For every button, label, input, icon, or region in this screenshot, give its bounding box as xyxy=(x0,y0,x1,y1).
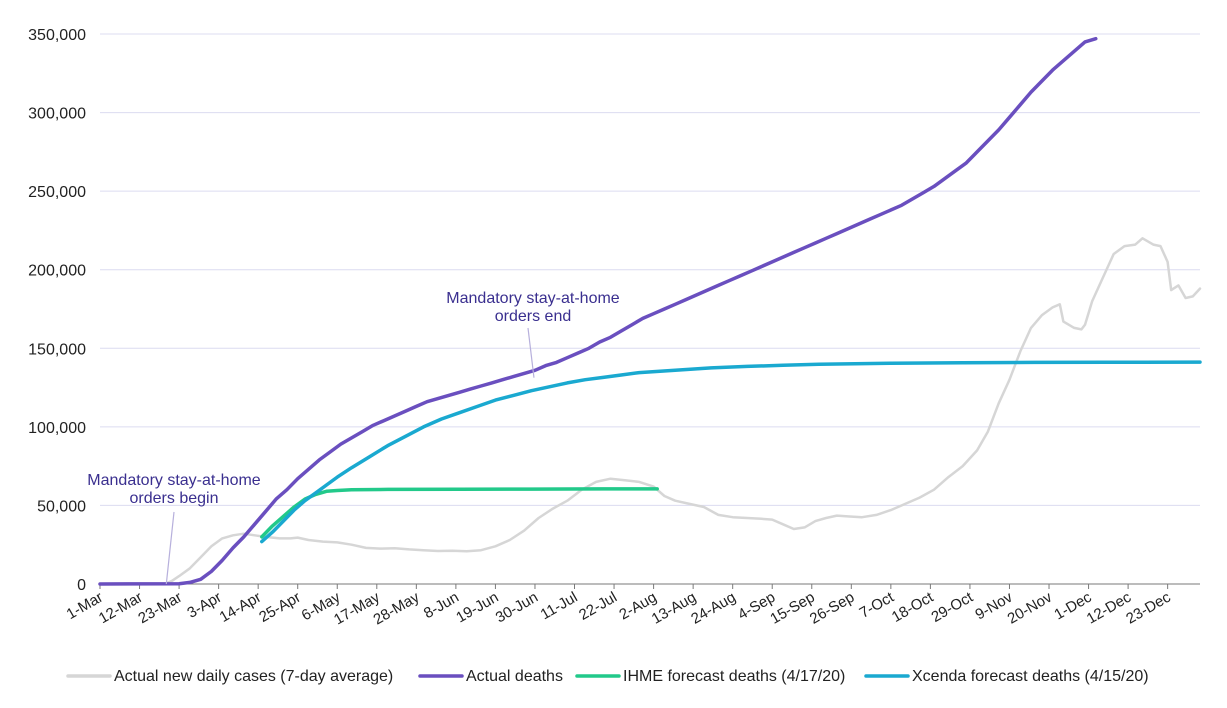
x-tick-label: 12-Mar xyxy=(96,589,146,627)
x-tick-label: 11-Jul xyxy=(538,589,581,624)
legend-label-2: Actual deaths xyxy=(466,668,563,685)
series-line-3 xyxy=(260,487,659,539)
x-tick-label: 19-Jun xyxy=(453,589,501,627)
x-tick-label: 20-Nov xyxy=(1005,588,1056,627)
series-line-2 xyxy=(98,36,1098,586)
legend-label-3: IHME forecast deaths (4/17/20) xyxy=(623,668,845,685)
annotation-begin-line2: orders begin xyxy=(130,490,219,507)
x-tick-label: 23-Mar xyxy=(135,589,185,627)
y-axis: 0 50,000 100,000 150,000 200,000 250,000 300,0… xyxy=(28,27,86,594)
annotation-leader-begin xyxy=(165,511,175,585)
series-lines xyxy=(98,36,1202,586)
x-tick-label: 18-Oct xyxy=(889,588,937,626)
x-tick-label: 22-Jul xyxy=(576,589,620,624)
series-line-4 xyxy=(260,360,1202,544)
legend-label-1: Actual new daily cases (7-day average) xyxy=(114,668,393,685)
annotation-end-line2: orders end xyxy=(495,308,572,325)
y-tick-label: 200,000 xyxy=(28,263,86,280)
y-tick-label: 350,000 xyxy=(28,27,86,44)
x-tick-label: 3-Apr xyxy=(184,589,224,622)
x-tick-label: 14-Apr xyxy=(217,589,264,626)
y-tick-label: 150,000 xyxy=(28,341,86,358)
x-tick-label: 24-Aug xyxy=(688,589,738,628)
x-tick-label: 23-Dec xyxy=(1123,588,1174,627)
x-tick-label: 26-Sep xyxy=(807,589,857,628)
annotation-begin-line1: Mandatory stay-at-home xyxy=(87,472,261,489)
x-tick-label: 13-Aug xyxy=(649,589,699,628)
y-tick-label: 250,000 xyxy=(28,184,86,201)
x-tick-label: 29-Oct xyxy=(928,588,976,626)
y-tick-label: 100,000 xyxy=(28,420,86,437)
legend-label-4: Xcenda forecast deaths (4/15/20) xyxy=(912,668,1149,685)
series-line-1 xyxy=(98,237,1202,586)
legend: Actual new daily cases (7-day average) Ac… xyxy=(66,668,1149,685)
y-tick-label: 300,000 xyxy=(28,106,86,123)
x-tick-label: 28-May xyxy=(371,588,423,628)
x-tick-label: 15-Sep xyxy=(767,589,817,628)
x-tick-label: 25-Apr xyxy=(256,589,303,626)
x-tick-label: 12-Dec xyxy=(1084,588,1135,627)
annotation-leader-end xyxy=(527,327,535,378)
gridlines xyxy=(100,33,1200,506)
y-tick-label: 50,000 xyxy=(37,498,86,515)
x-tick-label: 30-Jun xyxy=(493,589,541,627)
y-tick-label: 0 xyxy=(77,577,86,594)
annotation-end-line1: Mandatory stay-at-home xyxy=(446,290,620,307)
